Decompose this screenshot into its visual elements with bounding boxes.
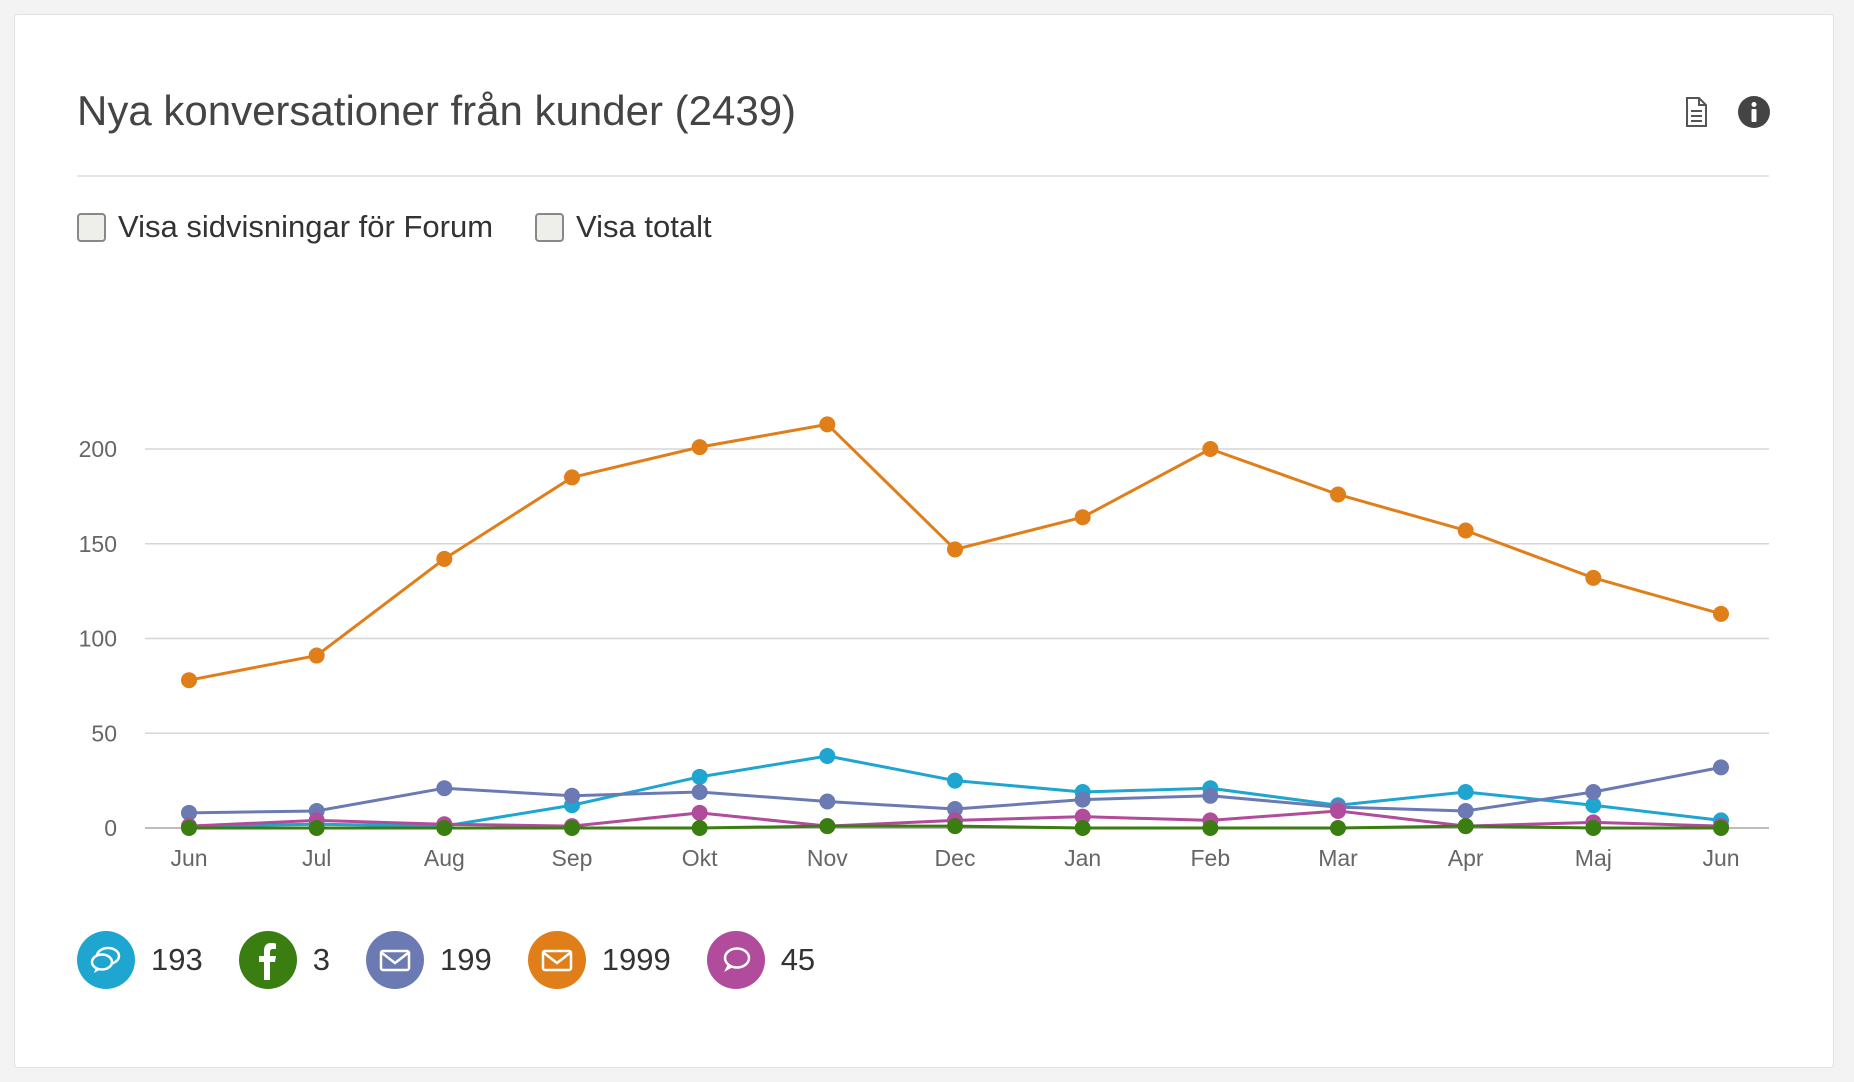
x-tick-label: Nov	[807, 845, 848, 871]
header-divider	[77, 175, 1769, 177]
data-point	[1330, 802, 1346, 819]
forum-views-checkbox[interactable]	[77, 212, 106, 242]
data-point	[181, 820, 197, 836]
show-total-label: Visa totalt	[576, 209, 712, 244]
data-point	[819, 793, 836, 810]
data-point	[1457, 522, 1474, 539]
x-tick-label: Maj	[1575, 845, 1612, 871]
data-point	[691, 783, 708, 800]
chat-bubbles-icon	[77, 931, 135, 989]
legend-item-message[interactable]: 45	[706, 931, 816, 989]
y-tick-label: 150	[79, 531, 117, 557]
legend-count-facebook: 3	[312, 942, 330, 977]
data-point	[1202, 820, 1219, 836]
x-tick-label: Okt	[682, 845, 718, 871]
envelope-icon	[527, 931, 586, 989]
x-tick-label: Jan	[1064, 845, 1101, 871]
y-tick-label: 0	[104, 815, 117, 841]
data-point	[1585, 783, 1602, 800]
data-point	[564, 820, 580, 836]
legend-item-chat[interactable]: 193	[77, 931, 203, 989]
data-point	[181, 804, 197, 821]
data-point	[436, 820, 453, 836]
legend-count-email-blue: 199	[439, 942, 492, 977]
data-point	[1202, 441, 1219, 457]
info-icon[interactable]	[1737, 95, 1771, 129]
chart-card: Nya konversationer från kunder (2439) Vi…	[14, 14, 1834, 1068]
data-point	[691, 820, 708, 836]
data-point	[1074, 791, 1091, 808]
legend-count-email-orange: 1999	[601, 942, 671, 977]
data-point	[564, 469, 580, 486]
forum-views-label: Visa sidvisningar för Forum	[118, 209, 494, 244]
legend-count-message: 45	[780, 942, 816, 977]
x-tick-label: Dec	[935, 845, 976, 871]
show-total-checkbox[interactable]	[535, 212, 564, 242]
data-point	[691, 768, 708, 785]
legend: 193 3 199	[77, 931, 851, 989]
data-point	[1074, 808, 1091, 825]
speech-bubble-icon	[706, 931, 765, 989]
data-point	[1457, 818, 1474, 835]
data-point	[819, 747, 836, 764]
x-tick-label: Aug	[424, 845, 465, 871]
envelope-icon	[365, 931, 424, 989]
data-point	[1457, 783, 1474, 800]
data-point	[181, 672, 197, 689]
x-tick-label: Jun	[1702, 845, 1739, 871]
y-tick-label: 100	[79, 626, 117, 652]
line-chart: 0 50 100 150 200 Jun Jul Aug Sep Okt Nov Dec Jan Feb M…	[79, 416, 1769, 871]
legend-item-email-blue[interactable]: 199	[365, 931, 492, 989]
data-point	[1713, 820, 1729, 836]
x-tick-label: Mar	[1318, 845, 1358, 871]
x-tick-label: Sep	[552, 845, 593, 871]
legend-item-email-orange[interactable]: 1999	[527, 931, 671, 989]
data-point	[947, 801, 963, 818]
forum-views-option[interactable]: Visa sidvisningar för Forum	[77, 207, 493, 247]
data-point	[564, 787, 580, 804]
x-tick-label: Feb	[1191, 845, 1231, 871]
legend-count-chat: 193	[151, 942, 203, 977]
legend-item-facebook[interactable]: 3	[238, 931, 330, 989]
data-point	[1585, 797, 1602, 814]
data-point	[691, 439, 708, 456]
data-point	[819, 416, 836, 433]
data-point	[1330, 486, 1346, 503]
data-point	[1585, 569, 1602, 586]
data-point	[947, 818, 963, 835]
y-tick-label: 200	[79, 436, 117, 462]
show-total-option[interactable]: Visa totalt	[535, 207, 712, 247]
data-point	[1074, 820, 1091, 836]
data-point	[819, 818, 836, 835]
data-point	[436, 780, 453, 797]
y-tick-label: 50	[91, 720, 117, 746]
x-tick-label: Jun	[170, 845, 207, 871]
data-point	[947, 772, 963, 789]
data-point	[308, 820, 325, 836]
data-point	[1457, 802, 1474, 819]
data-point	[1330, 820, 1346, 836]
x-tick-label: Apr	[1448, 845, 1484, 871]
data-point	[436, 550, 453, 567]
data-point	[308, 647, 325, 664]
x-tick-label: Jul	[302, 845, 331, 871]
data-point	[691, 804, 708, 821]
chart-title: Nya konversationer från kunder (2439)	[77, 87, 797, 134]
facebook-icon	[238, 931, 297, 989]
data-point	[1202, 787, 1219, 804]
data-point	[947, 541, 963, 558]
document-icon[interactable]	[1679, 95, 1713, 129]
data-point	[1713, 605, 1729, 622]
data-point	[1713, 759, 1729, 776]
data-point	[1585, 820, 1602, 836]
data-point	[1074, 509, 1091, 526]
